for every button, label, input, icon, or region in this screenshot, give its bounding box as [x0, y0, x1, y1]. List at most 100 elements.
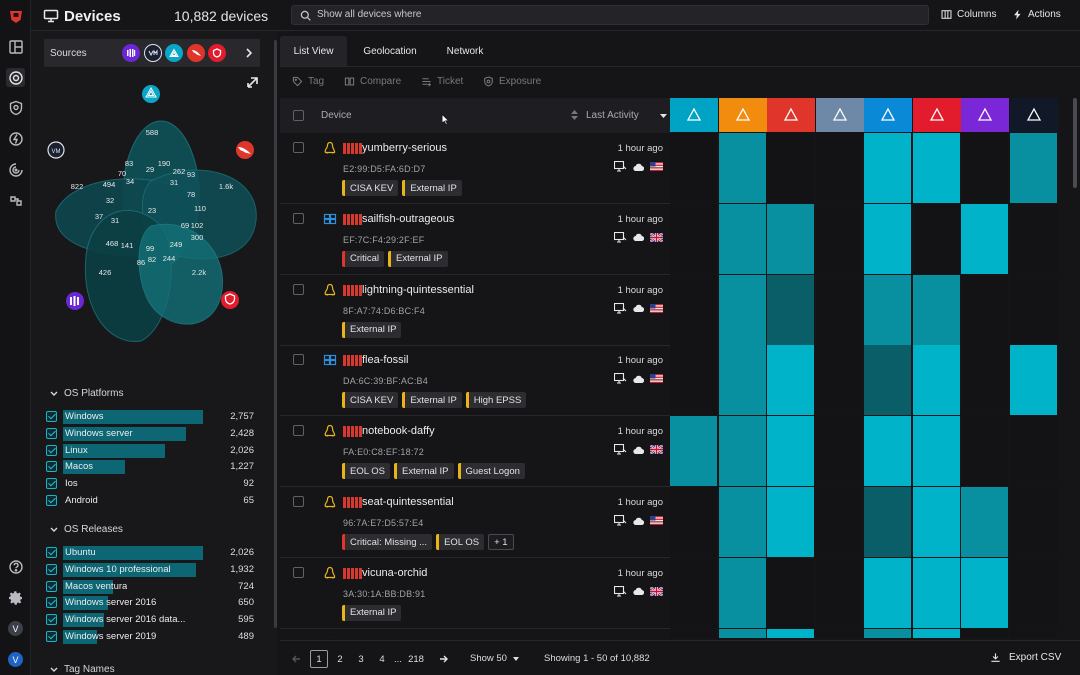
- export-csv-button[interactable]: Export CSV: [990, 652, 1061, 663]
- filter-row[interactable]: Ubuntu 2,026: [46, 545, 254, 560]
- filter-checkbox[interactable]: [46, 563, 57, 575]
- filter-checkbox[interactable]: [46, 597, 57, 609]
- grid-header-tenable-icon[interactable]: [815, 98, 864, 132]
- filter-checkbox[interactable]: [46, 427, 57, 439]
- tag-button[interactable]: Tag: [292, 76, 324, 87]
- coverage-cell[interactable]: [864, 133, 911, 203]
- assets-icon[interactable]: [6, 68, 25, 87]
- device-name[interactable]: vicuna-orchid: [362, 566, 428, 579]
- chevron-right-icon[interactable]: [245, 48, 253, 58]
- filter-checkbox[interactable]: [46, 461, 57, 473]
- coverage-cell[interactable]: [961, 133, 1008, 203]
- coverage-cell[interactable]: [815, 487, 863, 557]
- table-row[interactable]: notebook-daffy FA:E0:C8:EF:18:72 EOL OS E…: [280, 416, 670, 488]
- row-checkbox[interactable]: [293, 566, 304, 578]
- coverage-cell[interactable]: [767, 345, 814, 416]
- coverage-cell[interactable]: [767, 203, 814, 274]
- coverage-cell[interactable]: [718, 203, 766, 274]
- device-name[interactable]: lightning-quintessential: [362, 283, 474, 296]
- actions-button[interactable]: Actions: [1012, 9, 1061, 20]
- coverage-cell[interactable]: [864, 628, 911, 638]
- filter-row[interactable]: Windows server 2016 650: [46, 595, 254, 611]
- device-name[interactable]: notebook-daffy: [362, 425, 435, 438]
- table-row[interactable]: flea-fossil DA:6C:39:BF:AC:B4 CISA KEV Ex…: [280, 345, 670, 417]
- radar-icon[interactable]: [7, 161, 24, 178]
- table-row[interactable]: vicuna-orchid 3A:30:1A:BB:DB:91 External…: [280, 558, 670, 629]
- page-1[interactable]: 1: [310, 650, 328, 668]
- filter-checkbox[interactable]: [46, 580, 57, 592]
- search-input[interactable]: [317, 9, 917, 20]
- table-scrollbar[interactable]: [1073, 98, 1077, 188]
- coverage-cell[interactable]: [912, 416, 960, 487]
- tag-names-header[interactable]: Tag Names: [50, 664, 115, 675]
- user-avatar[interactable]: V: [8, 652, 23, 667]
- row-checkbox[interactable]: [293, 425, 304, 437]
- bolt-icon[interactable]: [7, 130, 24, 147]
- coverage-cell[interactable]: [767, 274, 814, 345]
- filter-checkbox[interactable]: [46, 411, 57, 422]
- coverage-cell[interactable]: [815, 628, 863, 638]
- table-row[interactable]: sailfish-outrageous EF:7C:F4:29:2F:EF Cr…: [280, 204, 670, 275]
- coverage-cell[interactable]: [864, 416, 911, 487]
- coverage-cell[interactable]: [864, 487, 911, 557]
- coverage-cell[interactable]: [1009, 628, 1057, 638]
- workspace-avatar[interactable]: V: [8, 621, 23, 636]
- grid-header-windows-icon[interactable]: [864, 98, 912, 132]
- tab-geolocation[interactable]: Geolocation: [363, 45, 417, 57]
- device-name[interactable]: seat-quintessential: [362, 496, 454, 508]
- device-name[interactable]: sailfish-outrageous: [362, 212, 455, 225]
- panel-scrollbar[interactable]: [274, 40, 277, 628]
- os-platforms-header[interactable]: OS Platforms: [50, 388, 123, 399]
- table-row[interactable]: seat-quintessential 96:7A:E7:D5:57:E4 Cr…: [280, 487, 670, 558]
- coverage-cell[interactable]: [718, 628, 766, 638]
- coverage-cell[interactable]: [670, 487, 717, 557]
- compare-button[interactable]: Compare: [344, 76, 401, 87]
- table-row[interactable]: [280, 629, 670, 638]
- prev-page-icon[interactable]: [292, 655, 301, 663]
- filter-checkbox[interactable]: [46, 495, 57, 506]
- filter-row[interactable]: Ios 92: [46, 476, 254, 491]
- coverage-cell[interactable]: [670, 628, 717, 638]
- coverage-cell[interactable]: [1009, 557, 1057, 628]
- grid-header-vm-icon[interactable]: [1009, 98, 1058, 132]
- coverage-cell[interactable]: [912, 345, 960, 416]
- coverage-cell[interactable]: [1009, 416, 1057, 487]
- filter-row[interactable]: Windows 2,757: [46, 409, 254, 424]
- table-row[interactable]: lightning-quintessential 8F:A7:74:D6:BC:…: [280, 275, 670, 346]
- coverage-cell[interactable]: [912, 203, 960, 274]
- row-checkbox[interactable]: [293, 354, 304, 366]
- filter-row[interactable]: Linux 2,026: [46, 443, 254, 458]
- coverage-cell[interactable]: [961, 345, 1008, 416]
- coverage-cell[interactable]: [961, 274, 1008, 345]
- coverage-cell[interactable]: [961, 487, 1008, 557]
- next-page-icon[interactable]: [439, 655, 448, 663]
- coverage-cell[interactable]: [1009, 274, 1057, 345]
- select-all-checkbox[interactable]: [293, 110, 304, 121]
- table-row[interactable]: yumberry-serious E2:99:D5:FA:6D:D7 CISA …: [280, 133, 670, 204]
- page-size-select[interactable]: Show 50: [470, 653, 519, 664]
- tab-network[interactable]: Network: [446, 45, 484, 57]
- shield-icon[interactable]: [7, 99, 24, 116]
- row-checkbox[interactable]: [293, 496, 304, 507]
- coverage-cell[interactable]: [767, 557, 814, 628]
- page-last[interactable]: 218: [408, 653, 424, 665]
- page-3[interactable]: 3: [358, 653, 364, 665]
- help-icon[interactable]: [7, 558, 24, 575]
- grid-header-layers-icon[interactable]: [718, 98, 767, 132]
- filter-checkbox[interactable]: [46, 547, 57, 558]
- filter-row[interactable]: Macos ventura 724: [46, 579, 254, 594]
- os-releases-header[interactable]: OS Releases: [50, 524, 123, 535]
- coverage-cell[interactable]: [767, 628, 814, 638]
- row-checkbox[interactable]: [293, 142, 304, 153]
- filter-row[interactable]: Android 65: [46, 493, 254, 508]
- grid-header-crowdstrike-icon[interactable]: [767, 98, 815, 132]
- filter-checkbox[interactable]: [46, 444, 57, 456]
- row-checkbox[interactable]: [293, 283, 304, 295]
- coverage-cell[interactable]: [961, 203, 1008, 274]
- coverage-cell[interactable]: [864, 345, 911, 416]
- grid-header-armis-icon[interactable]: [961, 98, 1009, 132]
- coverage-cell[interactable]: [670, 557, 717, 628]
- coverage-cell[interactable]: [1009, 345, 1057, 416]
- grid-header-sentinel-icon[interactable]: [670, 98, 718, 132]
- coverage-cell[interactable]: [1009, 487, 1057, 557]
